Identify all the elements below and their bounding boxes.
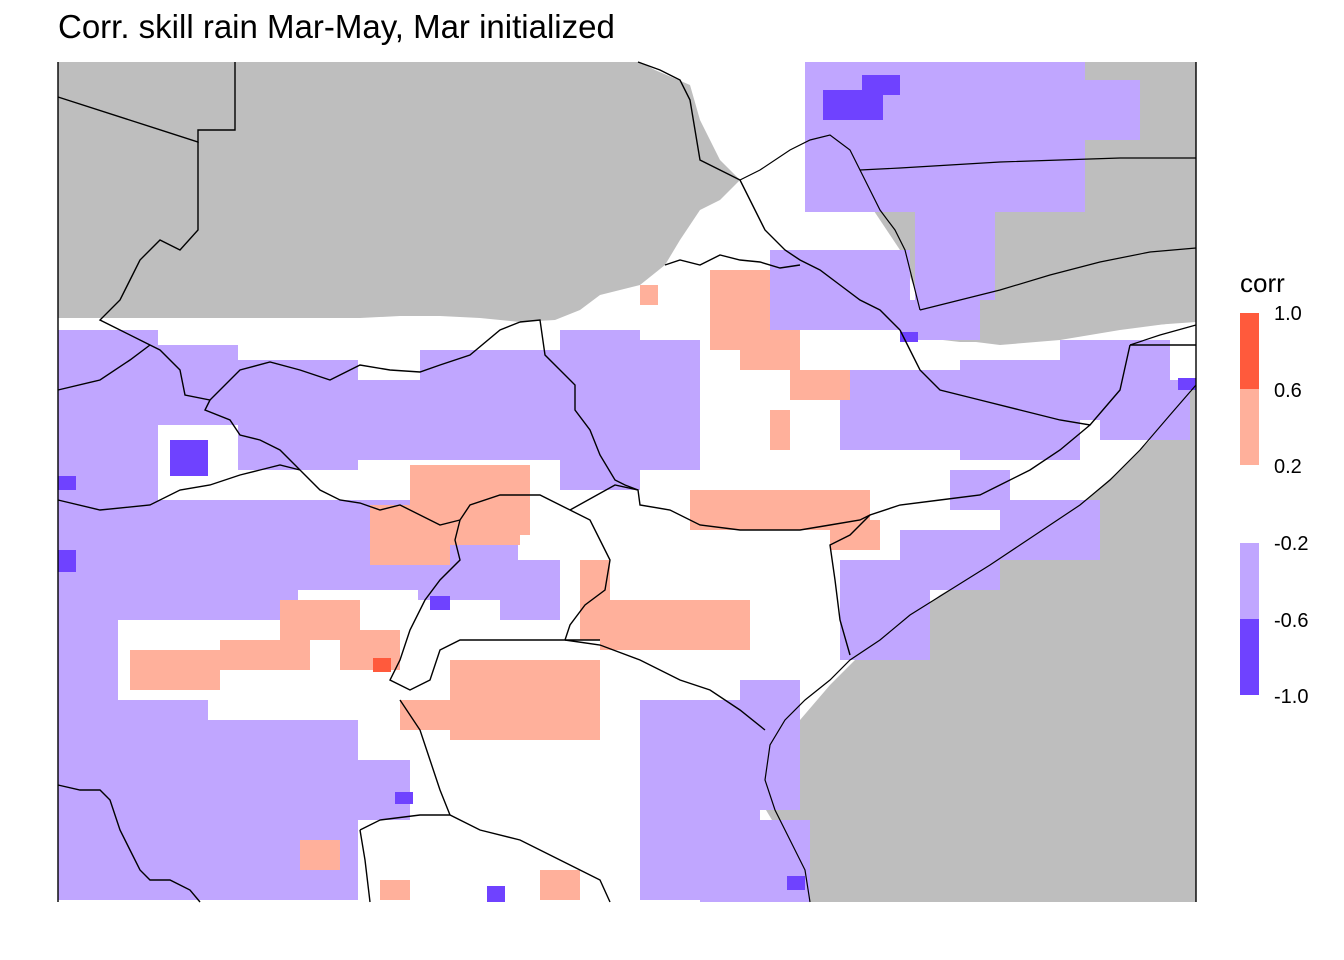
positive-cell — [130, 650, 220, 690]
map-panel — [57, 61, 1197, 903]
strong-negative-cell — [58, 476, 76, 490]
legend-title: corr — [1240, 268, 1285, 298]
legend-label-1-0: 1.0 — [1274, 303, 1302, 325]
negative-cell — [950, 470, 1010, 510]
negative-cell — [58, 330, 158, 500]
negative-cell — [560, 330, 640, 490]
negative-cell — [1085, 80, 1140, 140]
strong-positive-correlation-cells — [373, 658, 391, 672]
map-title: Corr. skill rain Mar-May, Mar initialize… — [58, 8, 615, 45]
negative-cell — [1000, 500, 1100, 560]
positive-cell — [450, 660, 600, 740]
no-data-land-north — [58, 62, 740, 322]
negative-cell — [1100, 380, 1190, 440]
strong-negative-cell — [170, 440, 208, 476]
strong-negative-cell — [1178, 378, 1196, 390]
strong-negative-cell — [395, 792, 413, 804]
strong-negative-cell — [487, 886, 505, 902]
strong-negative-cell — [787, 876, 805, 890]
strong-negative-cell — [430, 596, 450, 610]
strong-positive-cell — [373, 658, 391, 672]
positive-cell — [380, 880, 410, 900]
positive-cell — [400, 700, 450, 730]
strong-negative-cell — [900, 332, 918, 342]
positive-cell — [830, 520, 880, 550]
legend-swatch-positive — [1240, 389, 1259, 465]
positive-cell — [540, 870, 580, 900]
positive-correlation-cells — [130, 270, 880, 900]
negative-cell — [915, 190, 995, 300]
country-borders — [57, 61, 1197, 903]
legend-label-0-6: 0.6 — [1274, 380, 1302, 402]
positive-cell — [790, 370, 850, 400]
positive-cell — [600, 600, 750, 650]
positive-cell — [740, 330, 800, 370]
negative-cell — [500, 560, 560, 620]
positive-cell — [770, 410, 790, 450]
positive-cell — [300, 840, 340, 870]
legend-label-neg-1-0: -1.0 — [1274, 686, 1309, 708]
negative-cell — [118, 500, 298, 620]
negative-cell — [770, 250, 910, 330]
negative-cell — [640, 340, 700, 470]
legend-label-neg-0-6: -0.6 — [1274, 610, 1309, 632]
negative-cell — [58, 700, 208, 900]
positive-cell — [220, 640, 310, 670]
negative-cell — [350, 760, 410, 820]
negative-cell — [420, 350, 560, 460]
strong-negative-correlation-cells — [58, 75, 1196, 902]
negative-cell — [805, 62, 1085, 212]
positive-cell — [370, 505, 450, 565]
coastlines — [739, 134, 1197, 903]
legend-swatch-strong-positive — [1240, 313, 1259, 389]
negative-cell — [840, 370, 960, 450]
strong-negative-cell — [862, 75, 900, 95]
legend-label-0-2: 0.2 — [1274, 456, 1302, 478]
positive-cell — [440, 525, 520, 545]
legend-label-neg-0-2: -0.2 — [1274, 533, 1309, 555]
negative-cell — [208, 720, 358, 900]
negative-cell — [300, 380, 420, 460]
legend-swatch-negative — [1240, 543, 1259, 619]
legend-swatch-strong-negative — [1240, 619, 1259, 695]
negative-cell — [900, 530, 1000, 590]
negative-cell — [158, 345, 238, 425]
positive-cell — [640, 285, 658, 305]
strong-negative-cell — [58, 550, 76, 572]
